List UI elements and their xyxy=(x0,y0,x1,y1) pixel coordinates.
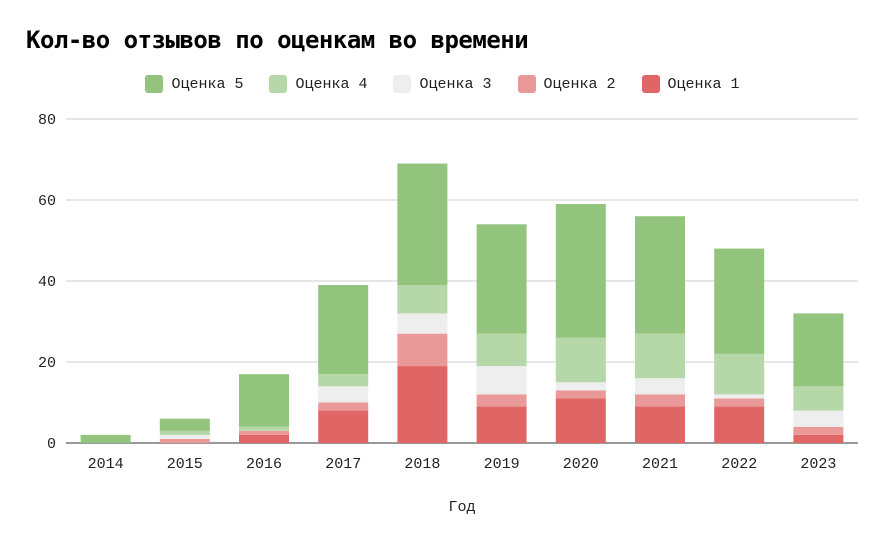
bar-segment-2017-series-5 xyxy=(318,285,369,375)
legend-swatch xyxy=(145,75,164,93)
bar-segment-2020-series-2 xyxy=(555,390,606,399)
bar-segment-2021-series-1 xyxy=(635,406,685,443)
legend-label: Оценка 3 xyxy=(419,75,492,93)
legend-label: Оценка 5 xyxy=(171,75,244,93)
bar-segment-2018-series-1 xyxy=(397,366,448,443)
bar-segment-2014-series-5 xyxy=(80,434,131,443)
bar-segment-2019-series-3 xyxy=(476,366,527,395)
bar-segment-2020-series-4 xyxy=(555,337,606,383)
bar-segment-2019-series-2 xyxy=(476,394,527,407)
bar-segment-2018-series-4 xyxy=(397,285,448,314)
bar-segment-2020-series-1 xyxy=(555,398,606,443)
bar-segment-2023-series-3 xyxy=(793,410,844,427)
bar-segment-2021-series-2 xyxy=(635,394,685,407)
chart-legend: Оценка 5 Оценка 4 Оценка 3 Оценка 2 Оценка 1 xyxy=(0,72,885,96)
x-tick-label: 2023 xyxy=(800,456,836,473)
x-tick-label: 2019 xyxy=(484,456,520,473)
y-tick-label: 40 xyxy=(38,274,56,291)
bar-segment-2016-series-5 xyxy=(239,374,289,427)
bar-segment-2015-series-4 xyxy=(159,430,210,435)
bar-segment-2019-series-5 xyxy=(476,224,527,334)
bar-segment-2023-series-5 xyxy=(793,313,844,387)
bar-segment-2023-series-1 xyxy=(793,434,844,443)
x-tick-label: 2021 xyxy=(642,456,678,473)
bar-segment-2020-series-5 xyxy=(555,204,606,338)
bar-segment-2015-series-5 xyxy=(159,418,210,431)
x-tick-label: 2018 xyxy=(404,456,440,473)
y-tick-label: 80 xyxy=(38,112,56,129)
legend-swatch xyxy=(641,75,660,93)
bar-segment-2019-series-1 xyxy=(476,406,527,443)
bar-segment-2021-series-3 xyxy=(635,378,685,395)
bar-segment-2017-series-1 xyxy=(318,410,369,443)
bar-segment-2017-series-2 xyxy=(318,402,369,411)
bar-segment-2017-series-3 xyxy=(318,386,369,403)
bar-segment-2015-series-2 xyxy=(159,438,210,443)
legend-item: Оценка 4 xyxy=(269,75,367,93)
bar-segment-2021-series-4 xyxy=(635,333,685,379)
bar-segment-2016-series-2 xyxy=(239,430,289,435)
bar-segment-2017-series-4 xyxy=(318,374,369,387)
x-tick-label: 2020 xyxy=(563,456,599,473)
bar-segment-2016-series-1 xyxy=(239,434,289,443)
bar-segment-2016-series-4 xyxy=(239,426,289,431)
x-tick-label: 2017 xyxy=(325,456,361,473)
legend-label: Оценка 1 xyxy=(667,75,740,93)
bar-segment-2022-series-5 xyxy=(714,248,765,354)
legend-swatch xyxy=(517,75,536,93)
legend-label: Оценка 4 xyxy=(295,75,368,93)
legend-item: Оценка 2 xyxy=(517,75,616,93)
bar-segment-2020-series-3 xyxy=(555,382,606,391)
y-tick-label: 0 xyxy=(47,436,56,453)
x-tick-label: 2015 xyxy=(167,456,203,473)
chart-bars xyxy=(80,163,844,443)
bar-segment-2023-series-4 xyxy=(793,386,844,411)
bar-segment-2022-series-2 xyxy=(714,398,765,407)
y-axis-ticks: 0 20 40 60 80 xyxy=(38,112,56,453)
bar-segment-2015-series-3 xyxy=(159,434,210,439)
legend-item: Оценка 5 xyxy=(145,75,243,93)
x-tick-label: 2014 xyxy=(88,456,124,473)
x-tick-label: 2022 xyxy=(721,456,757,473)
bar-segment-2022-series-3 xyxy=(714,394,765,399)
legend-item: Оценка 1 xyxy=(641,75,740,93)
legend-swatch xyxy=(269,75,288,93)
bar-segment-2021-series-5 xyxy=(635,216,685,334)
x-axis-label: Год xyxy=(448,499,475,516)
legend-swatch xyxy=(393,75,412,93)
bar-segment-2019-series-4 xyxy=(476,333,527,367)
bar-segment-2022-series-4 xyxy=(714,353,765,395)
bar-segment-2022-series-1 xyxy=(714,406,765,443)
bar-segment-2018-series-3 xyxy=(397,313,448,334)
legend-item: Оценка 3 xyxy=(393,75,492,93)
bar-segment-2023-series-2 xyxy=(793,426,844,435)
bar-segment-2018-series-2 xyxy=(397,333,448,367)
x-tick-label: 2016 xyxy=(246,456,282,473)
y-tick-label: 20 xyxy=(38,355,56,372)
x-axis-ticks: 2014 2015 2016 2017 2018 2019 2020 2021 2022 2023 xyxy=(88,456,837,473)
legend-label: Оценка 2 xyxy=(543,75,616,93)
y-tick-label: 60 xyxy=(38,193,56,210)
bar-segment-2018-series-5 xyxy=(397,163,448,286)
chart-title: Кол-во отзывов по оценкам во времени xyxy=(26,26,529,54)
